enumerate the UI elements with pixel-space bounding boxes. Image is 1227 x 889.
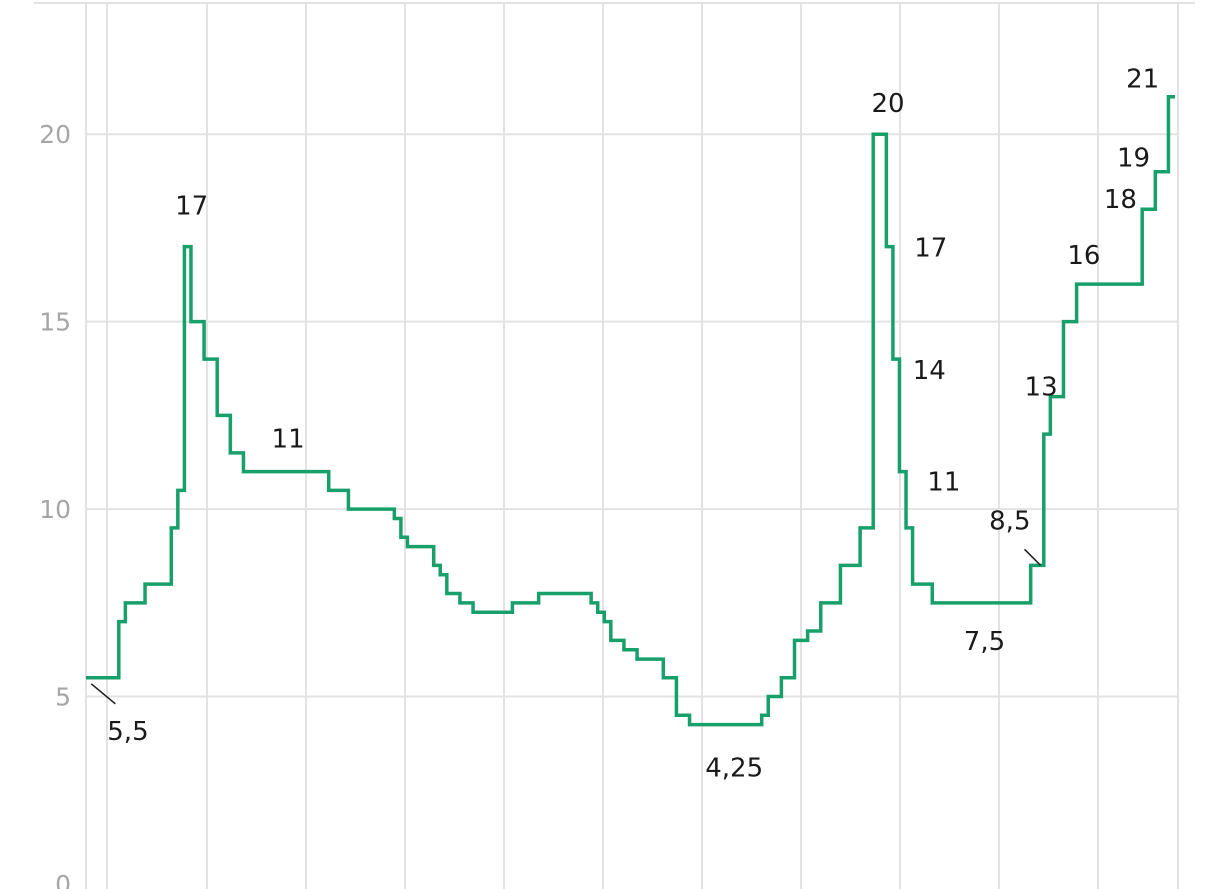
data-label-10: 13: [1025, 373, 1058, 403]
label-leader-0: [90, 683, 116, 705]
label-leader-9: [1023, 548, 1042, 566]
data-label-14: 21: [1126, 65, 1159, 95]
y-tick-label-20: 20: [39, 120, 71, 149]
y-tick-label-10: 10: [39, 495, 71, 524]
data-label-12: 18: [1104, 185, 1137, 215]
data-label-13: 19: [1117, 144, 1150, 174]
data-label-6: 14: [913, 356, 946, 386]
data-label-1: 17: [175, 192, 208, 222]
series-line: [86, 94, 1175, 727]
data-label-7: 11: [927, 468, 960, 498]
data-label-5: 17: [914, 234, 947, 264]
y-axis-ticks: 0 5 10 15 20: [39, 120, 71, 889]
data-label-2: 11: [272, 425, 305, 455]
data-label-11: 16: [1067, 241, 1100, 271]
y-tick-label-5: 5: [55, 683, 71, 712]
data-label-4: 20: [872, 89, 905, 119]
data-label-8: 7,5: [964, 627, 1005, 657]
data-label-0: 5,5: [107, 717, 148, 747]
data-label-9: 8,5: [989, 506, 1030, 536]
grid: [34, 2, 1195, 889]
y-tick-label-15: 15: [39, 308, 71, 337]
series-layer: [86, 94, 1175, 727]
y-tick-label-0: 0: [55, 870, 71, 889]
data-label-3: 4,25: [705, 754, 763, 784]
